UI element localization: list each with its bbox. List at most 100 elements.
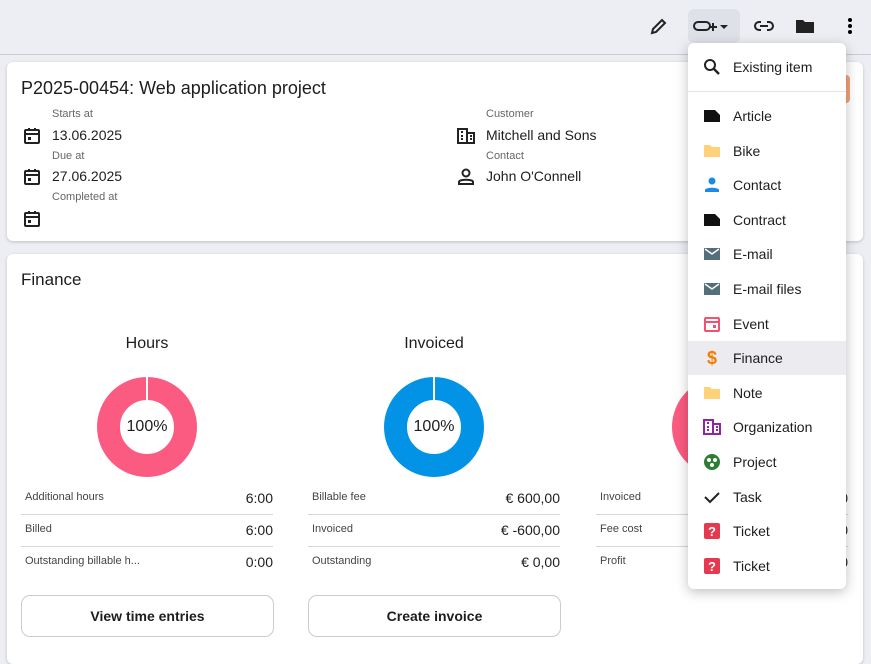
row-divider — [21, 546, 273, 547]
menu-item-icon-glyph — [704, 110, 720, 122]
menu-item[interactable]: Project — [733, 454, 777, 470]
row-label: Fee cost — [600, 523, 643, 535]
row-label: Outstanding billable h... — [25, 555, 140, 567]
row-value: € 600,00 — [505, 490, 561, 506]
field-icon-glyph — [24, 169, 40, 185]
field-icon — [456, 126, 476, 146]
row-label: Invoiced — [312, 523, 353, 535]
field-icon-glyph — [24, 211, 40, 227]
chart-title: Hours — [125, 335, 169, 352]
menu-item[interactable]: Event — [733, 315, 769, 332]
field-icon — [22, 126, 42, 146]
search-icon-glyph — [704, 59, 720, 75]
menu-item-icon — [702, 487, 722, 507]
donut — [97, 377, 197, 477]
project-title: P2025-00454: Web application project — [21, 78, 326, 98]
row-divider — [308, 546, 560, 547]
menu-item[interactable]: Ticket — [733, 523, 770, 540]
add-link-button[interactable] — [688, 9, 740, 43]
menu-item-icon-glyph — [705, 177, 719, 193]
svg-text:$: $ — [707, 348, 717, 368]
row-value: 6:00 — [245, 490, 273, 506]
field-label: Starts at — [52, 108, 93, 120]
menu-search[interactable]: Existing item — [733, 59, 813, 75]
menu-item-icon-glyph — [704, 316, 720, 332]
more-icon[interactable] — [840, 16, 860, 36]
menu-item-icon-glyph — [704, 213, 720, 226]
field-value: 27.06.2025 — [52, 168, 123, 184]
menu-item-icon: $ — [702, 348, 722, 368]
menu-item-icon-glyph — [704, 283, 720, 295]
field-label: Completed at — [52, 191, 118, 203]
row-label: Invoiced — [600, 491, 641, 503]
menu-item[interactable]: Article — [733, 108, 772, 124]
menu-item-icon — [702, 383, 722, 403]
link-menu: Existing item Article Bike Contact Contract E… — [688, 43, 846, 589]
menu-item-icon-glyph — [704, 248, 720, 261]
row-label: Billed — [25, 523, 52, 535]
row-divider — [21, 514, 273, 515]
folder-icon[interactable] — [795, 16, 815, 36]
row-value: 0:00 — [245, 554, 273, 570]
row-label: Billable fee — [312, 491, 366, 503]
field-icon — [22, 209, 42, 229]
menu-item-icon-glyph — [704, 144, 720, 157]
menu-item-icon — [702, 141, 722, 161]
menu-item[interactable]: Contract — [733, 211, 786, 228]
action-button[interactable]: View time entries — [21, 595, 274, 637]
field-value: Mitchell and Sons — [486, 127, 597, 143]
menu-item[interactable]: Bike — [733, 142, 761, 159]
row-label: Profit — [600, 555, 626, 567]
menu-divider — [688, 91, 846, 92]
donut-ring — [384, 377, 484, 477]
menu-item-icon-glyph: ? — [704, 523, 720, 540]
menu-item[interactable]: Contact — [733, 177, 782, 194]
search-icon — [702, 57, 722, 77]
menu-item-icon-glyph — [704, 491, 720, 504]
menu-item-icon — [702, 244, 722, 264]
row-value: € -600,00 — [500, 522, 560, 538]
menu-item-icon — [702, 106, 722, 126]
menu-item-icon — [702, 417, 722, 437]
menu-item-icon-glyph — [704, 454, 720, 470]
menu-item[interactable]: E-mail files — [733, 281, 802, 297]
menu-item-icon — [702, 175, 722, 195]
field-value: John O'Connell — [486, 168, 582, 184]
menu-item[interactable]: Note — [733, 384, 763, 401]
svg-text:?: ? — [708, 524, 716, 539]
menu-item[interactable]: Organization — [733, 419, 813, 436]
field-value: 13.06.2025 — [52, 127, 123, 143]
field-icon-glyph — [458, 168, 474, 185]
field-icon-glyph — [457, 128, 475, 144]
donut-label: 100% — [126, 418, 168, 435]
field-icon — [22, 167, 42, 187]
field-label: Due at — [52, 150, 85, 162]
row-value: € 0,00 — [521, 554, 560, 570]
menu-item-icon — [702, 452, 722, 472]
menu-item[interactable]: Ticket — [733, 557, 770, 574]
menu-item-icon: ? — [702, 521, 722, 541]
action-button[interactable]: Create invoice — [308, 595, 561, 637]
row-label: Outstanding — [312, 555, 372, 567]
row-label: Additional hours — [25, 491, 104, 503]
svg-text:?: ? — [708, 559, 716, 574]
link-icon[interactable] — [753, 16, 775, 36]
edit-icon[interactable] — [649, 16, 669, 36]
row-divider — [308, 514, 560, 515]
field-label: Customer — [486, 108, 534, 120]
menu-item-icon-glyph: $ — [707, 348, 717, 368]
finance-title: Finance — [21, 270, 82, 289]
menu-item-icon-glyph — [703, 419, 721, 436]
field-icon — [456, 167, 476, 187]
menu-item-icon — [702, 279, 722, 299]
menu-item[interactable]: E-mail — [733, 246, 773, 263]
menu-item[interactable]: Finance — [733, 350, 783, 367]
row-value: 6:00 — [245, 522, 273, 538]
donut — [384, 377, 484, 477]
menu-item[interactable]: Task — [733, 488, 762, 505]
field-icon-glyph — [24, 128, 40, 144]
donut-label: 100% — [413, 418, 455, 435]
top-bar — [0, 0, 871, 55]
menu-item-icon-glyph — [704, 386, 720, 399]
